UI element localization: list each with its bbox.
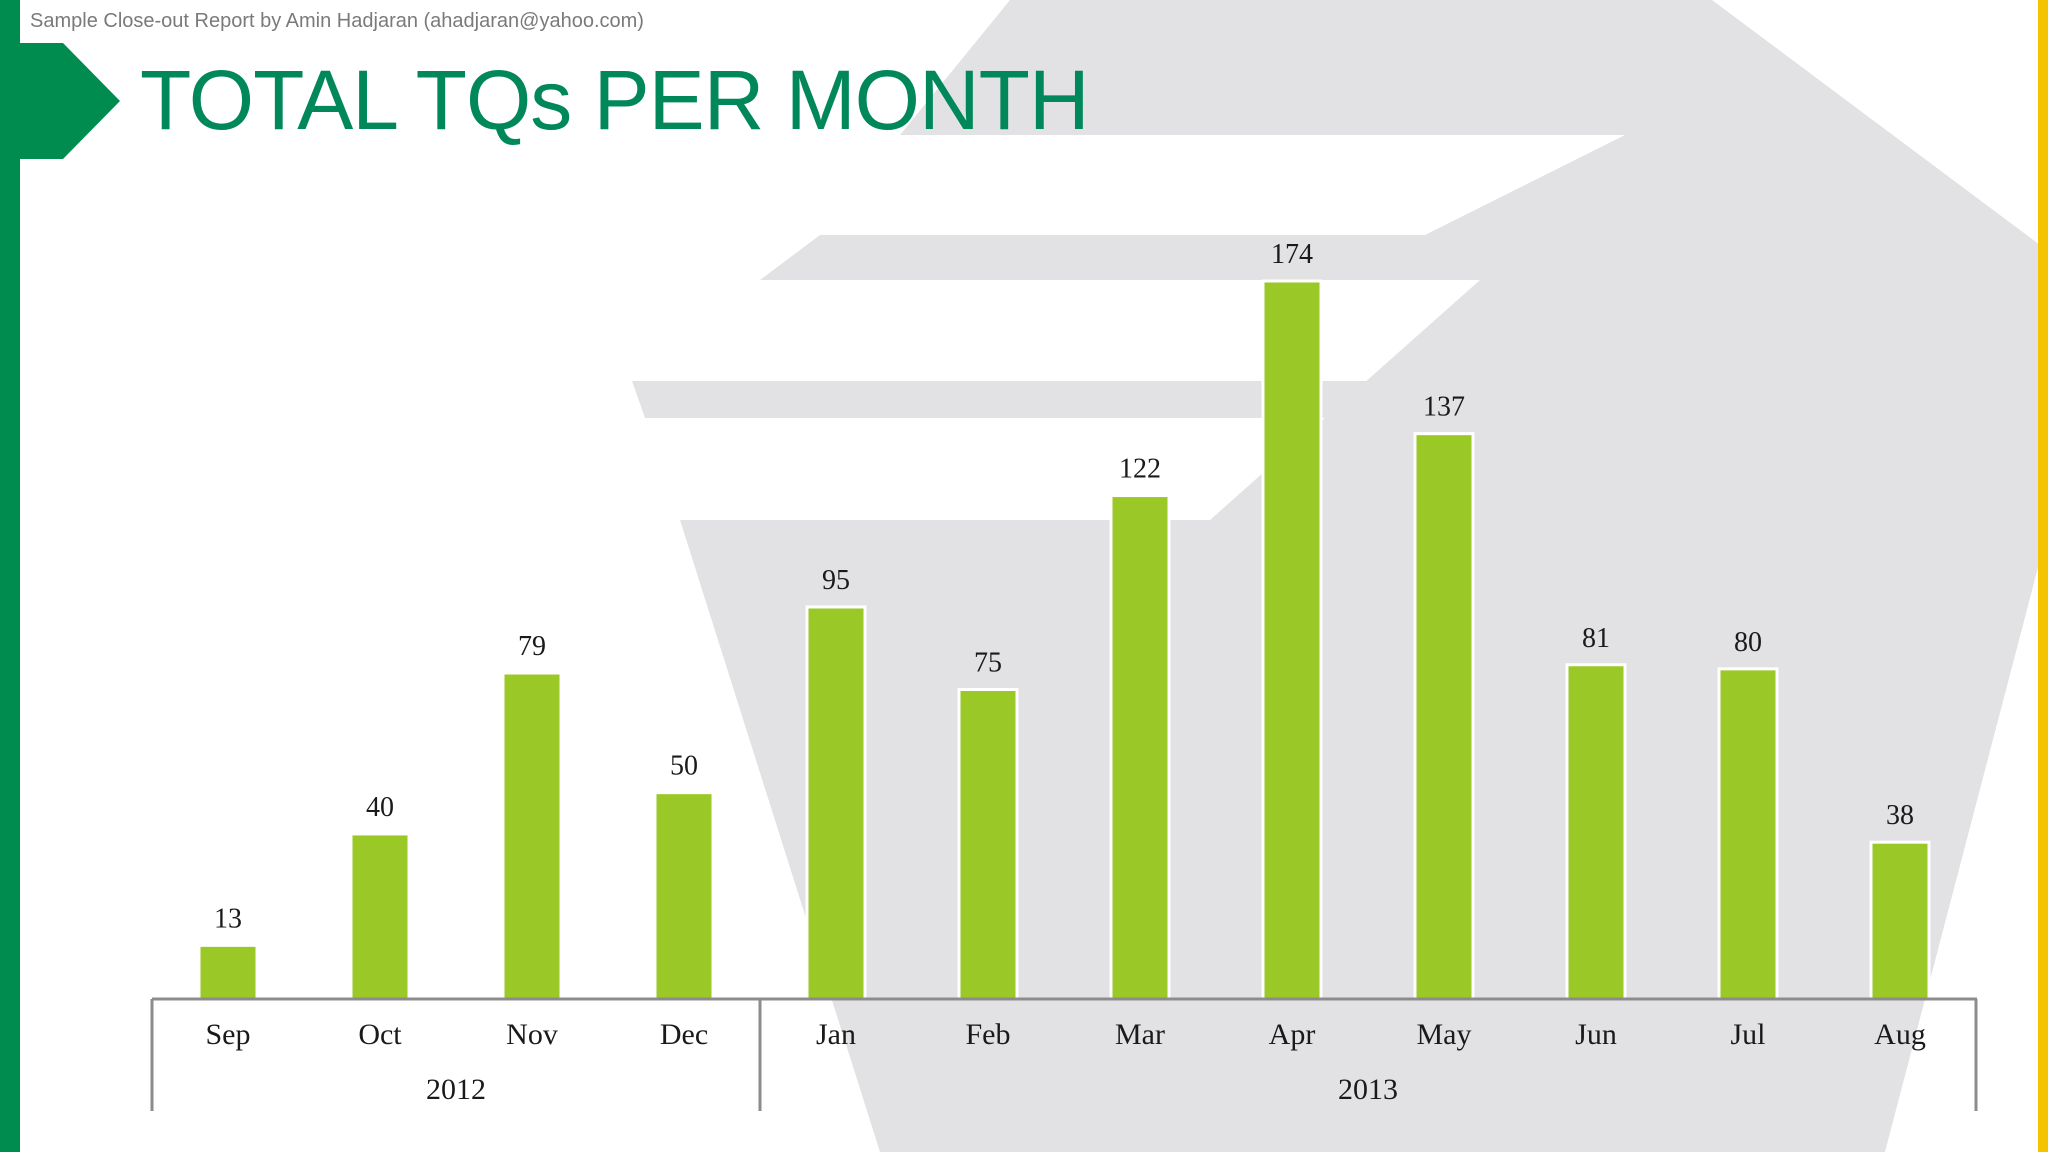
x-tick-label: Jul xyxy=(1730,1018,1765,1051)
page-title: TOTAL TQs PER MONTH xyxy=(140,53,1090,147)
bar-apr xyxy=(1261,279,1323,1001)
data-label: 79 xyxy=(518,631,546,662)
right-accent-bar xyxy=(2038,0,2048,1152)
background-stripe-shape xyxy=(632,381,1370,418)
x-tick-label: Dec xyxy=(660,1018,708,1051)
bar-aug xyxy=(1869,840,1931,1001)
x-tick-label: May xyxy=(1417,1018,1472,1051)
bar-jun xyxy=(1565,663,1627,1001)
bar-jul xyxy=(1717,667,1779,1001)
data-label: 174 xyxy=(1271,239,1313,270)
x-tick-label: Apr xyxy=(1269,1018,1316,1051)
data-label: 50 xyxy=(670,751,698,782)
bar-oct xyxy=(349,832,411,1001)
background-arrow-shape xyxy=(680,0,2040,1152)
x-tick-label: Oct xyxy=(358,1018,402,1051)
data-label: 13 xyxy=(214,903,242,934)
x-tick-label: Feb xyxy=(966,1018,1011,1051)
x-tick-label: Sep xyxy=(206,1018,251,1051)
bar-sep xyxy=(197,943,259,1001)
x-tick-label: Jan xyxy=(816,1018,856,1051)
x-tick-label: Aug xyxy=(1874,1018,1926,1051)
data-label: 80 xyxy=(1734,627,1762,658)
data-label: 122 xyxy=(1119,454,1161,485)
x-group-label: 2013 xyxy=(1338,1073,1398,1106)
bar-may xyxy=(1413,432,1475,1001)
bar-jan xyxy=(805,605,867,1001)
data-label: 95 xyxy=(822,565,850,596)
bar-nov xyxy=(501,671,563,1001)
data-label: 81 xyxy=(1582,623,1610,654)
x-tick-label: Jun xyxy=(1575,1018,1617,1051)
report-credit: Sample Close-out Report by Amin Hadjaran… xyxy=(30,10,644,32)
bar-mar xyxy=(1109,494,1171,1001)
bar-feb xyxy=(957,688,1019,1001)
data-label: 75 xyxy=(974,648,1002,679)
data-label: 40 xyxy=(366,792,394,823)
x-tick-label: Mar xyxy=(1115,1018,1165,1051)
data-label: 137 xyxy=(1423,392,1465,423)
x-tick-label: Nov xyxy=(506,1018,558,1051)
left-accent-bar xyxy=(0,0,20,1152)
bar-dec xyxy=(653,791,715,1001)
data-label: 38 xyxy=(1886,800,1914,831)
title-arrow-icon xyxy=(20,43,120,159)
x-group-label: 2012 xyxy=(426,1073,486,1106)
